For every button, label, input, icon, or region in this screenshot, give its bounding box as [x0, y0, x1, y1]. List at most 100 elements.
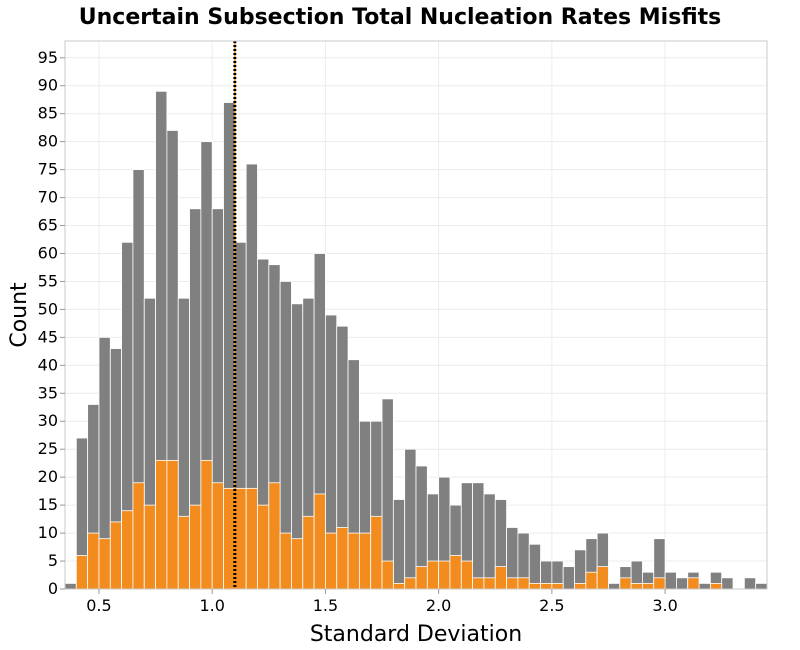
y-axis: 0 5 10 15 20 25 30 35 40 45 50 55 60 65 70 75 80 85 90 95 [38, 48, 65, 598]
bar-subset [642, 583, 655, 590]
bar-total [64, 583, 77, 590]
y-tick-label: 95 [38, 48, 58, 67]
bar-subset [630, 583, 643, 590]
bar-total [755, 583, 768, 590]
bar-subset [709, 583, 723, 590]
bar-subset [325, 532, 338, 590]
bar-subset [472, 577, 485, 590]
bar-total [664, 571, 677, 590]
bar-subset [517, 577, 530, 590]
chart-title: Uncertain Subsection Total Nucleation Ra… [79, 5, 721, 30]
bar-subset [540, 583, 553, 590]
bar-subset [87, 532, 100, 590]
bar-total [404, 448, 417, 590]
bar-subset [109, 521, 123, 590]
bar-total [698, 583, 711, 590]
y-tick-label: 15 [38, 495, 58, 514]
bar-subset [528, 583, 541, 590]
bar-subset [381, 560, 394, 590]
y-tick-label: 90 [38, 76, 58, 95]
y-tick-label: 35 [38, 383, 58, 402]
y-tick-label: 20 [38, 467, 58, 486]
y-tick-label: 60 [38, 243, 58, 262]
bar-subset [302, 515, 315, 590]
x-axis-label: Standard Deviation [310, 622, 522, 647]
bar-subset [291, 538, 304, 590]
bar-subset [506, 577, 519, 590]
bar-subset [121, 510, 134, 590]
bar-subset [347, 532, 360, 590]
bar-subset [98, 538, 111, 590]
bar-subset [619, 577, 632, 590]
bar-total [381, 398, 394, 590]
y-tick-label: 25 [38, 439, 58, 458]
bar-subset [687, 577, 700, 590]
bar-total [392, 499, 406, 590]
y-tick-label: 30 [38, 411, 58, 430]
y-tick-label: 40 [38, 355, 58, 374]
bar-subset [143, 504, 156, 590]
y-tick-label: 80 [38, 132, 58, 151]
y-tick-label: 5 [48, 551, 58, 570]
bar-subset [268, 482, 281, 590]
y-tick-label: 75 [38, 160, 58, 179]
bar-subset [200, 459, 213, 590]
bar-subset [483, 577, 496, 590]
bar-subset [245, 487, 258, 590]
y-tick-label: 85 [38, 104, 58, 123]
bar-subset [426, 560, 440, 590]
y-tick-label: 0 [48, 579, 58, 598]
x-tick-label: 1.0 [199, 596, 224, 615]
bar-subset [596, 566, 609, 590]
bar-subset [177, 515, 190, 590]
x-tick-label: 1.5 [313, 596, 338, 615]
bar-subset [313, 493, 326, 590]
bar-subset [336, 527, 349, 590]
bar-total [528, 543, 541, 590]
x-axis: 0.5 1.0 1.5 2.0 2.5 3.0 [86, 589, 678, 615]
bar-total [721, 577, 734, 590]
bar-subset [166, 459, 179, 590]
bar-total [676, 577, 689, 590]
bar-subset [653, 577, 666, 590]
x-tick-label: 2.5 [539, 596, 564, 615]
y-axis-label: Count [7, 282, 32, 348]
bar-subset [370, 515, 383, 590]
bar-subset [358, 532, 372, 590]
bar-subset [155, 459, 168, 590]
bar-subset [415, 566, 428, 590]
bar-total [483, 493, 496, 590]
bar-total [562, 566, 575, 590]
y-tick-label: 45 [38, 327, 58, 346]
y-tick-label: 50 [38, 299, 58, 318]
bar-total [743, 577, 757, 590]
bar-subset [449, 555, 462, 590]
bar-subset [189, 504, 202, 590]
x-tick-label: 3.0 [652, 596, 677, 615]
x-tick-label: 2.0 [426, 596, 451, 615]
bars [64, 90, 768, 590]
bar-subset [75, 555, 89, 590]
bar-subset [234, 487, 247, 590]
bar-subset [438, 560, 451, 590]
plot-frame [64, 40, 768, 590]
y-tick-label: 65 [38, 216, 58, 235]
bar-subset [574, 583, 587, 590]
bar-subset [132, 482, 145, 590]
bar-subset [404, 577, 417, 590]
bar-subset [279, 532, 292, 590]
bar-subset [211, 482, 224, 590]
y-tick-label: 10 [38, 523, 58, 542]
bar-total [472, 482, 485, 590]
y-tick-label: 55 [38, 271, 58, 290]
y-tick-label: 70 [38, 188, 58, 207]
bar-subset [585, 571, 598, 590]
x-tick-label: 0.5 [86, 596, 111, 615]
bar-subset [551, 583, 564, 590]
bar-total [608, 583, 621, 590]
bar-subset [494, 566, 507, 590]
bar-subset [257, 504, 270, 590]
bar-subset [460, 560, 474, 590]
bar-subset [392, 583, 406, 590]
